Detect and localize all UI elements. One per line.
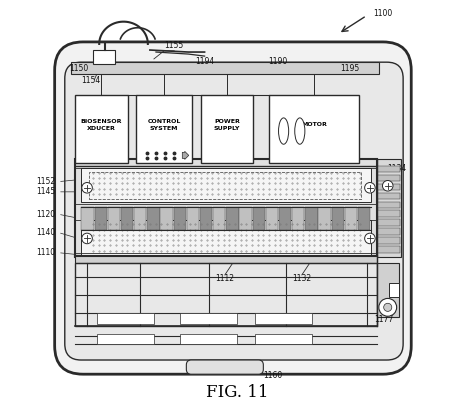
Bar [279,207,292,230]
Bar [378,220,400,226]
Bar [378,202,400,208]
Bar [180,313,237,324]
Text: BIOSENSOR
XDUCER: BIOSENSOR XDUCER [81,119,122,131]
Bar [75,255,377,263]
Bar [377,263,399,317]
Bar [81,220,371,255]
Bar [121,207,133,230]
FancyBboxPatch shape [186,360,264,374]
Bar [200,207,212,230]
Bar [239,207,252,230]
Circle shape [82,233,92,244]
Bar [358,207,370,230]
Bar [292,207,304,230]
Text: 1100: 1100 [373,9,392,18]
FancyBboxPatch shape [55,42,411,374]
Text: 1177: 1177 [374,315,393,324]
Bar [378,237,400,244]
Circle shape [379,298,397,316]
Bar [378,228,400,235]
Bar [173,207,186,230]
Bar [89,172,361,199]
Circle shape [365,233,375,244]
Bar [378,166,400,173]
Bar [378,193,400,199]
Bar [108,207,120,230]
Bar [71,62,379,74]
Text: 1152: 1152 [36,177,55,186]
Bar [201,95,253,164]
Text: 1195: 1195 [340,64,360,73]
Bar [97,313,154,324]
Bar [255,313,312,324]
Text: 1134: 1134 [387,164,406,173]
Bar [75,160,377,257]
Bar [378,175,400,181]
FancyArrow shape [182,151,189,160]
Bar [187,207,199,230]
Text: 1140: 1140 [36,228,55,237]
Text: MOTOR: MOTOR [301,122,327,127]
Bar [305,207,318,230]
Bar [134,207,146,230]
Bar [319,207,331,230]
Bar [266,207,278,230]
Bar [180,334,237,344]
Bar [269,95,358,164]
Text: 1110: 1110 [36,248,55,257]
Bar [378,184,400,190]
Text: 1145: 1145 [36,187,55,196]
Bar [332,207,344,230]
Text: 1160: 1160 [264,370,283,379]
Bar [75,95,128,164]
Text: 1111: 1111 [296,141,311,146]
Circle shape [82,182,92,193]
Text: 1154: 1154 [81,76,100,85]
Bar [75,263,377,326]
Bar [147,207,160,230]
Text: 1132: 1132 [292,275,311,284]
Text: 1155: 1155 [164,41,184,50]
Bar [81,168,371,202]
Text: - - 1141: - - 1141 [142,168,171,177]
Text: 1150: 1150 [69,64,88,73]
Text: 1112: 1112 [215,275,234,284]
Circle shape [365,182,375,193]
FancyBboxPatch shape [65,62,403,360]
Bar [255,334,312,344]
Bar [226,207,238,230]
Ellipse shape [279,118,289,144]
Bar [389,283,399,297]
Bar [253,207,265,230]
Bar [213,207,226,230]
Ellipse shape [295,118,305,144]
Text: 1194: 1194 [195,57,214,66]
Text: CONTROL
SYSTEM: CONTROL SYSTEM [147,119,181,131]
Bar [97,334,154,344]
Text: POWER
SUPPLY: POWER SUPPLY [214,119,240,131]
Circle shape [383,180,393,191]
Text: 1190: 1190 [268,57,287,66]
Bar [377,160,401,257]
Bar [82,207,94,230]
Circle shape [383,303,392,311]
Bar [95,207,107,230]
Bar [160,207,173,230]
Bar [345,207,357,230]
Bar [378,246,400,253]
Text: FIG. 11: FIG. 11 [206,384,268,401]
Bar [136,95,192,164]
Text: 1131: 1131 [277,141,293,146]
Text: 1120: 1120 [36,210,55,219]
Bar [93,50,116,64]
Bar [378,211,400,217]
